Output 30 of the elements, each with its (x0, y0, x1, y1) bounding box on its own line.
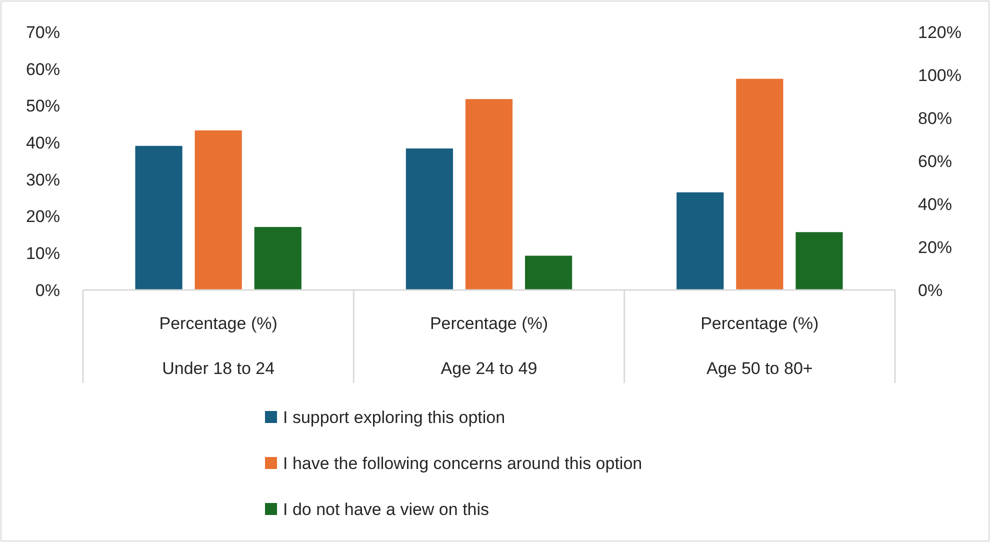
y-tick-label: 0% (35, 280, 60, 300)
bar (525, 256, 572, 290)
y-tick-label: 50% (26, 96, 60, 116)
y2-tick-label: 0% (918, 280, 943, 300)
category-label: Percentage (%) Age 50 to 80+ (700, 314, 819, 378)
legend-label: I do not have a view on this (283, 500, 490, 519)
bar (676, 192, 724, 290)
y2-tick-label: 40% (918, 194, 952, 214)
y-tick-label: 70% (26, 22, 60, 42)
y2-tick-label: 80% (918, 108, 952, 128)
bar (406, 148, 453, 290)
legend-label: I have the following concerns around this option (283, 454, 642, 473)
bar (736, 78, 784, 290)
bar (796, 232, 843, 290)
y2-tick-label: 20% (918, 238, 952, 257)
y2-tick-label: 100% (918, 66, 962, 85)
y2-tick-label: 120% (918, 22, 962, 42)
legend-label: I support exploring this option (283, 408, 506, 427)
category-label: Percentage (%) Under 18 to 24 (159, 314, 278, 378)
y2-tick-label: 60% (918, 152, 952, 171)
y-tick-label: 10% (26, 244, 60, 264)
y-tick-label: 20% (26, 207, 60, 226)
bar (194, 130, 242, 290)
y-tick-label: 60% (26, 60, 60, 79)
y-tick-label: 30% (26, 170, 60, 190)
bar (465, 99, 513, 290)
bar (135, 146, 182, 290)
bar (254, 226, 302, 290)
category-label: Percentage (%) Age 24 to 49 (430, 314, 548, 378)
y-tick-label: 40% (26, 134, 60, 153)
